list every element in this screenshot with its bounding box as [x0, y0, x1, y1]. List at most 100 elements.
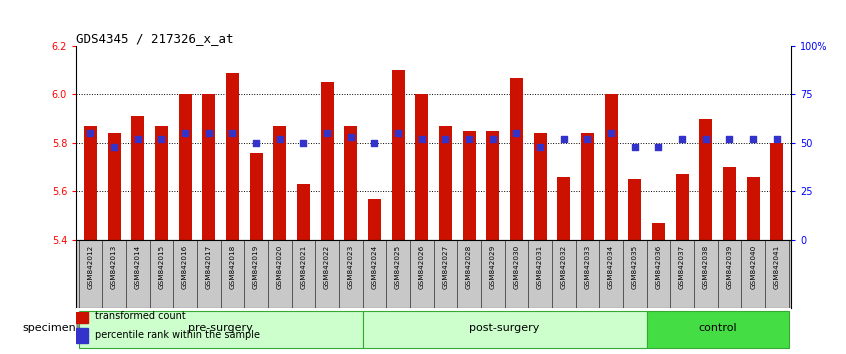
Text: GSM842013: GSM842013: [111, 245, 117, 289]
Text: GSM842014: GSM842014: [135, 245, 140, 289]
Point: [273, 136, 287, 142]
Point: [675, 136, 689, 142]
Text: GSM842031: GSM842031: [537, 245, 543, 289]
Bar: [558, 177, 570, 240]
Point: [368, 140, 382, 146]
Text: GSM842034: GSM842034: [608, 245, 614, 289]
Bar: [107, 133, 120, 240]
Bar: [534, 133, 547, 240]
Point: [131, 136, 145, 142]
Bar: [76, 309, 88, 324]
Text: GSM842021: GSM842021: [300, 245, 306, 289]
Bar: [486, 131, 499, 240]
Bar: [155, 126, 168, 240]
Text: specimen: specimen: [23, 323, 77, 333]
Text: GSM842033: GSM842033: [585, 245, 591, 289]
Point: [179, 130, 192, 136]
Text: GSM842029: GSM842029: [490, 245, 496, 289]
Bar: [368, 199, 381, 240]
Text: GSM842027: GSM842027: [442, 245, 448, 289]
Bar: [771, 143, 783, 240]
Text: GSM842015: GSM842015: [158, 245, 164, 289]
Bar: [605, 95, 618, 240]
Bar: [321, 82, 333, 240]
Bar: [652, 223, 665, 240]
Text: GSM842022: GSM842022: [324, 245, 330, 289]
Point: [415, 136, 429, 142]
Text: control: control: [698, 323, 737, 333]
Text: GDS4345 / 217326_x_at: GDS4345 / 217326_x_at: [76, 32, 233, 45]
Text: GSM842030: GSM842030: [514, 245, 519, 289]
Point: [462, 136, 475, 142]
Text: GSM842039: GSM842039: [727, 245, 733, 289]
Text: GSM842016: GSM842016: [182, 245, 188, 289]
Bar: [415, 95, 428, 240]
Text: GSM842036: GSM842036: [656, 245, 662, 289]
Point: [604, 130, 618, 136]
Point: [202, 130, 216, 136]
Point: [392, 130, 405, 136]
Bar: [273, 126, 286, 240]
Point: [557, 136, 570, 142]
Bar: [700, 119, 712, 240]
Point: [321, 130, 334, 136]
Bar: [392, 70, 404, 240]
Point: [746, 136, 760, 142]
Bar: [344, 126, 357, 240]
Point: [580, 136, 594, 142]
Text: GSM842040: GSM842040: [750, 245, 756, 289]
Point: [770, 136, 783, 142]
Text: GSM842028: GSM842028: [466, 245, 472, 289]
Point: [226, 130, 239, 136]
Text: GSM842035: GSM842035: [632, 245, 638, 289]
Text: GSM842019: GSM842019: [253, 245, 259, 289]
Polygon shape: [77, 319, 79, 338]
Bar: [131, 116, 144, 240]
Text: transformed count: transformed count: [95, 311, 185, 321]
Bar: [723, 167, 736, 240]
Point: [297, 140, 310, 146]
Bar: [79, 311, 363, 348]
Text: GSM842032: GSM842032: [561, 245, 567, 289]
Point: [486, 136, 499, 142]
Bar: [629, 179, 641, 240]
Text: GSM842018: GSM842018: [229, 245, 235, 289]
Bar: [297, 184, 310, 240]
Point: [438, 136, 452, 142]
Point: [250, 140, 263, 146]
Point: [533, 144, 547, 150]
Text: GSM842041: GSM842041: [774, 245, 780, 289]
Point: [722, 136, 736, 142]
Text: GSM842038: GSM842038: [703, 245, 709, 289]
Bar: [84, 126, 96, 240]
Bar: [676, 175, 689, 240]
Point: [509, 130, 523, 136]
Text: post-surgery: post-surgery: [470, 323, 540, 333]
Bar: [581, 133, 594, 240]
Text: GSM842037: GSM842037: [679, 245, 685, 289]
Bar: [363, 311, 646, 348]
Bar: [463, 131, 475, 240]
Point: [155, 136, 168, 142]
Bar: [179, 95, 191, 240]
Text: GSM842026: GSM842026: [419, 245, 425, 289]
Bar: [747, 177, 760, 240]
Bar: [250, 153, 262, 240]
Bar: [202, 95, 215, 240]
Text: GSM842020: GSM842020: [277, 245, 283, 289]
Text: GSM842024: GSM842024: [371, 245, 377, 289]
Text: GSM842017: GSM842017: [206, 245, 212, 289]
Point: [84, 130, 97, 136]
Bar: [646, 311, 788, 348]
Point: [344, 134, 358, 140]
Bar: [510, 78, 523, 240]
Text: pre-surgery: pre-surgery: [188, 323, 253, 333]
Bar: [226, 73, 239, 240]
Text: percentile rank within the sample: percentile rank within the sample: [95, 330, 260, 340]
Point: [699, 136, 712, 142]
Text: GSM842025: GSM842025: [395, 245, 401, 289]
Text: GSM842023: GSM842023: [348, 245, 354, 289]
Point: [628, 144, 641, 150]
Point: [107, 144, 121, 150]
Bar: [76, 328, 88, 343]
